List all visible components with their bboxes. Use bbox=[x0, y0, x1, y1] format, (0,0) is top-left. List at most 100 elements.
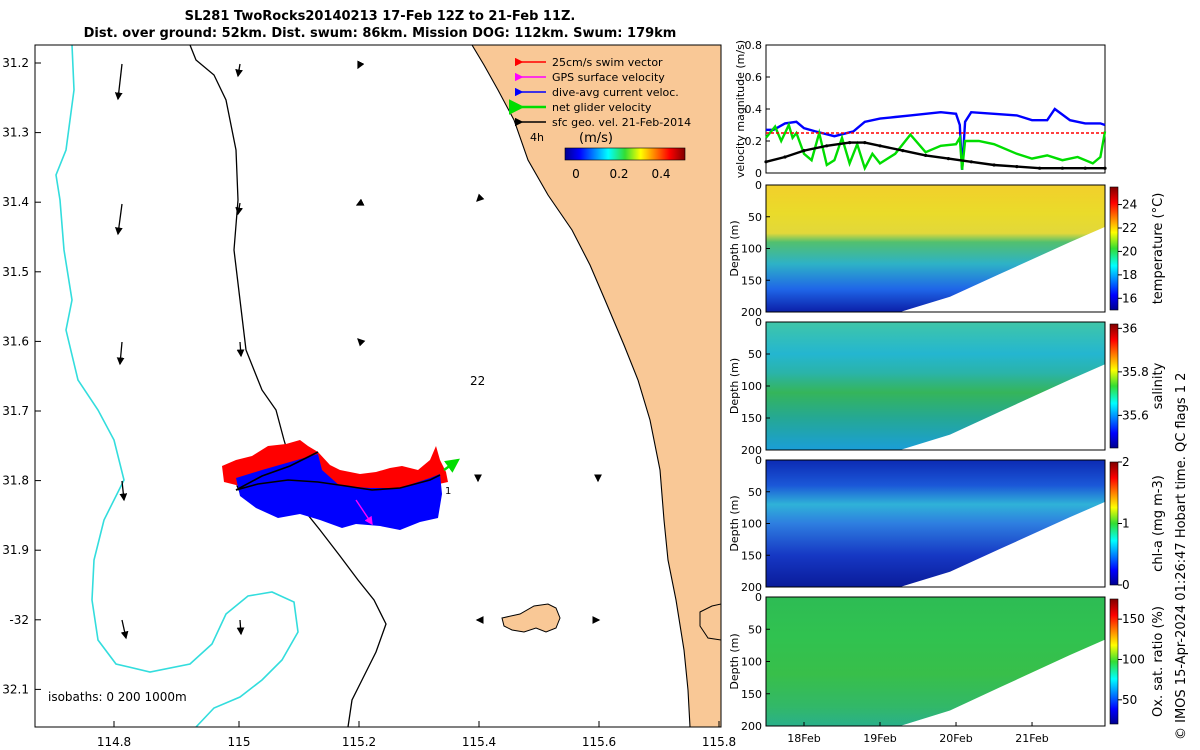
geo-velocity-arrow bbox=[119, 480, 128, 502]
geo-velocity-arrow bbox=[357, 60, 365, 70]
legend-net-label: net glider velocity bbox=[552, 101, 652, 114]
colorbar-tick-label: 22 bbox=[1122, 221, 1137, 235]
map-y-ticks: 31.2 31.3 31.4 31.5 31.6 31.7 31.8 31.9 -32 32.1 bbox=[2, 56, 41, 696]
map-x-tick-label: 115.4 bbox=[462, 735, 496, 749]
map-x-tick-label: 115.6 bbox=[582, 735, 616, 749]
section-y-tick-label: 200 bbox=[741, 306, 762, 319]
velocity-point bbox=[901, 149, 905, 153]
map-legend: 25cm/s swim vector GPS surface velocity … bbox=[509, 56, 691, 181]
section-y-tick-label: 100 bbox=[741, 518, 762, 531]
map-x-tick-label: 114.8 bbox=[97, 735, 131, 749]
gps-velocity-arrow bbox=[355, 499, 373, 526]
map-y-tick-label: -32 bbox=[9, 613, 29, 627]
colorbar-tick-label: 150 bbox=[1122, 612, 1145, 626]
velocity-point bbox=[969, 160, 973, 164]
title-line-2: Dist. over ground: 52km. Dist. swum: 86k… bbox=[83, 26, 677, 41]
map-x-ticks: 114.8 115 115.2 115.4 115.6 115.8 bbox=[97, 721, 736, 749]
colorbar-label: Ox. sat. ratio (%) bbox=[1151, 606, 1166, 717]
date-ticks: 18Feb 19Feb 20Feb 21Feb bbox=[787, 722, 1049, 745]
geo-velocity-arrow bbox=[235, 202, 243, 216]
imos-stamp: © IMOS 15-Apr-2024 01:26:47 Hobart time.… bbox=[1174, 372, 1189, 740]
velocity-point bbox=[764, 160, 768, 164]
section-ylabel: Depth (m) bbox=[728, 358, 741, 414]
track-return-line bbox=[235, 451, 319, 491]
colorbar-tick-label: 36 bbox=[1122, 321, 1137, 335]
map-y-tick-label: 31.5 bbox=[2, 265, 29, 279]
colorbar-tick-label: 24 bbox=[1122, 198, 1137, 212]
colorbar-tick-label: 0 bbox=[1122, 578, 1130, 592]
section-y-tick-label: 200 bbox=[741, 720, 762, 733]
land-mass bbox=[472, 45, 721, 727]
date-tick-label: 18Feb bbox=[787, 732, 820, 745]
colorbar-tick-label: 18 bbox=[1122, 268, 1137, 282]
geo-velocity-arrow bbox=[114, 63, 123, 101]
speed-colorbar bbox=[564, 147, 686, 161]
geo-velocity-arrow bbox=[236, 619, 245, 636]
legend-gps-label: GPS surface velocity bbox=[552, 71, 665, 84]
colorbar-tick-label: 100 bbox=[1122, 652, 1145, 666]
velocity-point bbox=[1015, 165, 1019, 169]
section-y-tick-label: 0 bbox=[755, 454, 762, 467]
velocity-series bbox=[764, 107, 1107, 172]
velocity-point bbox=[992, 163, 996, 167]
colorbar-label: salinity bbox=[1151, 362, 1166, 409]
velocity-point bbox=[1038, 166, 1042, 170]
geo-velocity-arrow bbox=[120, 619, 129, 640]
velocity-point bbox=[848, 141, 852, 145]
colorbar-tick-label: 35.6 bbox=[1122, 408, 1149, 422]
section-colorbar bbox=[1109, 598, 1119, 725]
colorbar-tick-label: 50 bbox=[1122, 693, 1137, 707]
section-y-tick-label: 50 bbox=[748, 486, 762, 499]
date-tick-label: 21Feb bbox=[1015, 732, 1048, 745]
velocity-point bbox=[924, 153, 928, 157]
isobaths-label: isobaths: 0 200 1000m bbox=[48, 690, 187, 704]
velocity-point bbox=[863, 141, 867, 145]
section-colorbar bbox=[1109, 186, 1119, 311]
velocity-point bbox=[878, 144, 882, 148]
velocity-point bbox=[1083, 166, 1087, 170]
map-panel: 114.8 115 115.2 115.4 115.6 115.8 31.231.331.… bbox=[2, 44, 736, 749]
section-y-tick-label: 0 bbox=[755, 591, 762, 604]
speed-tick-2: 0.4 bbox=[651, 167, 670, 181]
colorbar-label: chl-a (mg m-3) bbox=[1151, 475, 1166, 572]
section-y-tick-label: 150 bbox=[741, 274, 762, 287]
geo-velocity-arrow bbox=[114, 203, 123, 236]
section-y-tick-label: 100 bbox=[741, 656, 762, 669]
isobath-1000m bbox=[55, 45, 299, 727]
map-y-tick-label: 32.1 bbox=[2, 682, 29, 696]
duration-label: 4h bbox=[530, 131, 544, 144]
dive-avg-current-vectors bbox=[236, 454, 442, 530]
colorbar-tick-label: 1 bbox=[1122, 517, 1130, 531]
section-ylabel: Depth (m) bbox=[728, 633, 741, 689]
velocity-y-ticks: 0 0.2 0.4 0.6 0.8 bbox=[745, 39, 770, 180]
colorbar-tick-label: 35.8 bbox=[1122, 365, 1149, 379]
velocity-y-tick-label: 0.4 bbox=[745, 103, 763, 116]
section-colorbar bbox=[1109, 461, 1119, 586]
colorbar-tick-label: 16 bbox=[1122, 291, 1137, 305]
velocity-y-tick-label: 0.8 bbox=[745, 39, 763, 52]
section-y-tick-label: 100 bbox=[741, 243, 762, 256]
rottnest-island bbox=[501, 603, 561, 633]
garden-island bbox=[699, 603, 721, 641]
colorbar-tick-label: 2 bbox=[1122, 455, 1130, 469]
geo-velocity-arrow bbox=[476, 193, 485, 202]
geo-velocity-arrow bbox=[116, 341, 125, 366]
section-ylabel: Depth (m) bbox=[728, 220, 741, 276]
section-y-tick-label: 50 bbox=[748, 348, 762, 361]
glider-track bbox=[222, 440, 460, 530]
section-y-tick-label: 100 bbox=[741, 380, 762, 393]
annotation-1: 1 bbox=[445, 486, 451, 497]
map-y-tick-label: 31.8 bbox=[2, 474, 29, 488]
velocity-y-tick-label: 0 bbox=[755, 167, 762, 180]
velocity-point bbox=[825, 144, 829, 148]
section-y-tick-label: 150 bbox=[741, 549, 762, 562]
velocity-series-line bbox=[765, 121, 1107, 172]
track-line bbox=[235, 474, 441, 491]
map-y-tick-label: 31.2 bbox=[2, 56, 29, 70]
map-y-tick-label: 31.3 bbox=[2, 126, 29, 140]
speed-unit-label: (m/s) bbox=[579, 131, 613, 146]
colorbar-label: temperature (°C) bbox=[1151, 193, 1166, 305]
section-ylabel: Depth (m) bbox=[728, 495, 741, 551]
section-y-tick-label: 0 bbox=[755, 179, 762, 192]
velocity-series-line bbox=[766, 107, 1106, 170]
